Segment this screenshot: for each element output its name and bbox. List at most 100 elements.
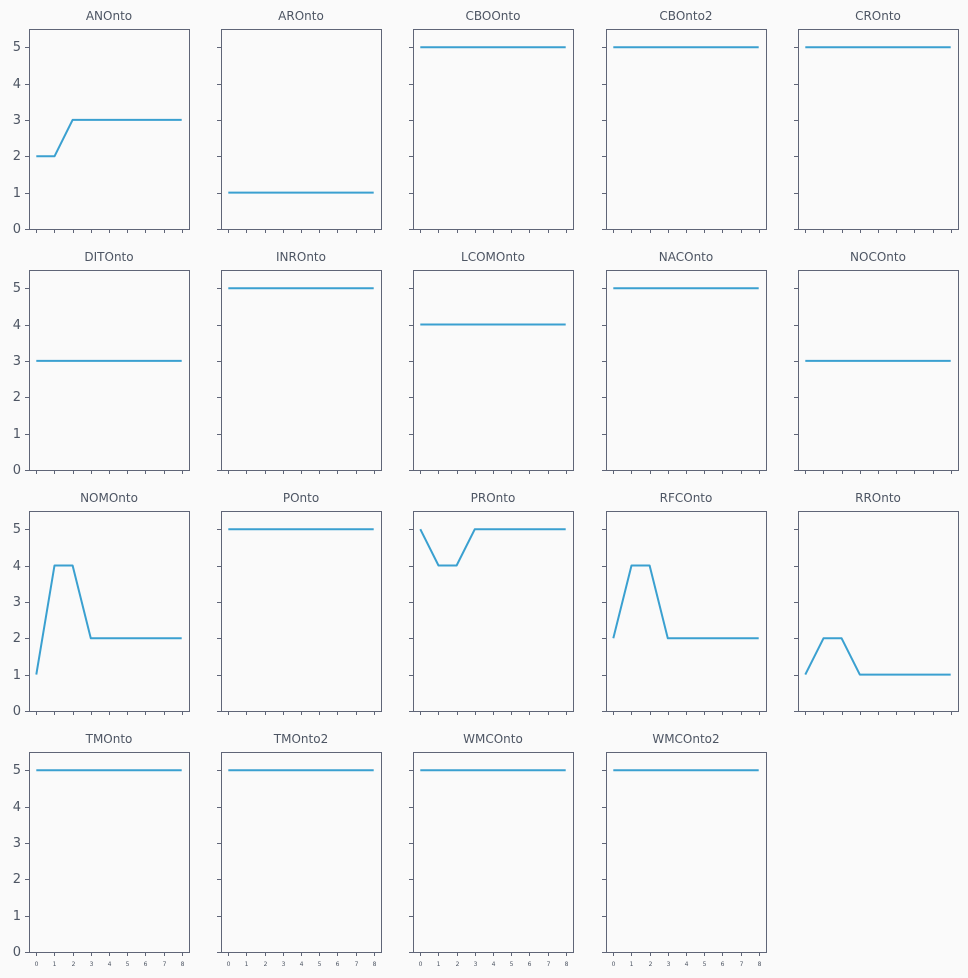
panel-title: ANOnto xyxy=(86,9,132,23)
y-tick-label: 3 xyxy=(13,595,21,610)
y-tick-label: 3 xyxy=(13,354,21,369)
chart-panel: CBOOnto xyxy=(409,9,574,233)
y-tick-label: 5 xyxy=(13,522,21,537)
y-tick-label: 5 xyxy=(13,763,21,778)
x-tick-label: 6 xyxy=(721,961,725,968)
x-tick-label: 8 xyxy=(181,961,185,968)
panel-title: AROnto xyxy=(278,9,324,23)
y-tick-label: 0 xyxy=(13,704,21,719)
y-tick-label: 4 xyxy=(13,559,21,574)
plot-frame xyxy=(29,270,190,471)
plot-frame xyxy=(221,511,382,712)
y-tick-label: 0 xyxy=(13,463,21,478)
x-tick-label: 5 xyxy=(318,961,322,968)
chart-panel: ANOnto 0 1 2 3 4 5 xyxy=(13,9,190,237)
plot-frame xyxy=(413,511,574,712)
x-tick-label: 6 xyxy=(528,961,532,968)
series-line xyxy=(419,528,566,567)
plot-frame xyxy=(221,29,382,230)
panel-title: NOMOnto xyxy=(80,491,138,505)
plot-frame xyxy=(221,270,382,471)
plot-frame xyxy=(606,752,767,953)
x-tick-label: 2 xyxy=(72,961,76,968)
panel-title: WMCOnto2 xyxy=(652,732,719,746)
panel-title: DITOnto xyxy=(84,250,133,264)
chart-panel: NACOnto xyxy=(602,250,767,474)
series-line xyxy=(612,564,759,640)
y-tick-label: 4 xyxy=(13,77,21,92)
x-tick-label: 3 xyxy=(90,961,94,968)
y-tick-label: 4 xyxy=(13,800,21,815)
panel-title: TMOnto2 xyxy=(273,732,328,746)
y-tick-label: 5 xyxy=(13,40,21,55)
plot-frame xyxy=(798,270,959,471)
y-tick-label: 1 xyxy=(13,186,21,201)
y-tick-label: 5 xyxy=(13,281,21,296)
y-tick-label: 4 xyxy=(13,318,21,333)
x-tick-label: 4 xyxy=(685,961,689,968)
chart-panel: LCOMOnto xyxy=(409,250,574,474)
y-tick-label: 0 xyxy=(13,945,21,960)
x-tick-label: 4 xyxy=(492,961,496,968)
plot-frame xyxy=(798,29,959,230)
x-tick-label: 2 xyxy=(264,961,268,968)
y-tick-label: 0 xyxy=(13,222,21,237)
panel-title: RFCOnto xyxy=(660,491,713,505)
plot-frame xyxy=(606,29,767,230)
panel-title: TMOnto xyxy=(85,732,133,746)
x-tick-label: 5 xyxy=(126,961,130,968)
panel-title: POnto xyxy=(283,491,319,505)
y-tick-label: 1 xyxy=(13,668,21,683)
chart-panel: AROnto xyxy=(217,9,382,233)
x-tick-label: 6 xyxy=(144,961,148,968)
plot-frame xyxy=(798,511,959,712)
x-tick-label: 1 xyxy=(53,961,57,968)
panel-title: LCOMOnto xyxy=(461,250,525,264)
y-tick-label: 2 xyxy=(13,149,21,164)
x-tick-label: 1 xyxy=(630,961,634,968)
x-tick-label: 4 xyxy=(108,961,112,968)
x-tick-label: 0 xyxy=(419,961,423,968)
y-tick-label: 3 xyxy=(13,113,21,128)
plot-frame xyxy=(29,511,190,712)
plot-frame xyxy=(29,29,190,230)
x-tick-label: 8 xyxy=(373,961,377,968)
plot-frame xyxy=(606,511,767,712)
x-tick-label: 7 xyxy=(547,961,551,968)
x-tick-label: 0 xyxy=(35,961,39,968)
panel-title: PROnto xyxy=(471,491,516,505)
x-tick-label: 2 xyxy=(456,961,460,968)
plot-frame xyxy=(606,270,767,471)
x-tick-label: 6 xyxy=(336,961,340,968)
x-tick-label: 1 xyxy=(437,961,441,968)
chart-panel: WMCOnto 0 1 2 3 4 5 6 7 8 xyxy=(409,732,574,968)
chart-panel: DITOnto 0 1 2 3 4 5 xyxy=(13,250,190,478)
y-tick-label: 3 xyxy=(13,836,21,851)
panel-title: NOCOnto xyxy=(850,250,906,264)
x-tick-label: 3 xyxy=(474,961,478,968)
panel-title: WMCOnto xyxy=(463,732,523,746)
series-line xyxy=(804,637,951,676)
y-tick-label: 2 xyxy=(13,872,21,887)
chart-panel: TMOnto2 0 1 2 3 4 5 6 7 8 xyxy=(217,732,382,968)
x-tick-label: 0 xyxy=(612,961,616,968)
panel-title: CROnto xyxy=(855,9,901,23)
y-tick-label: 2 xyxy=(13,390,21,405)
x-tick-label: 7 xyxy=(355,961,359,968)
y-tick-label: 2 xyxy=(13,631,21,646)
chart-panel: PROnto xyxy=(409,491,574,715)
x-tick-label: 4 xyxy=(300,961,304,968)
chart-panel: CBOnto2 xyxy=(602,9,767,233)
panel-title: CBOnto2 xyxy=(659,9,712,23)
plot-frame xyxy=(413,752,574,953)
chart-panel: NOMOnto 0 1 2 3 4 5 xyxy=(13,491,190,719)
panel-title: CBOOnto xyxy=(466,9,521,23)
x-tick-label: 0 xyxy=(227,961,231,968)
chart-panel: RROnto xyxy=(794,491,959,715)
chart-panel: RFCOnto xyxy=(602,491,767,715)
chart-panel: WMCOnto2 0 1 2 3 4 5 6 7 8 xyxy=(602,732,767,968)
panel-title: NACOnto xyxy=(659,250,713,264)
plot-frame xyxy=(413,270,574,471)
x-tick-label: 7 xyxy=(163,961,167,968)
